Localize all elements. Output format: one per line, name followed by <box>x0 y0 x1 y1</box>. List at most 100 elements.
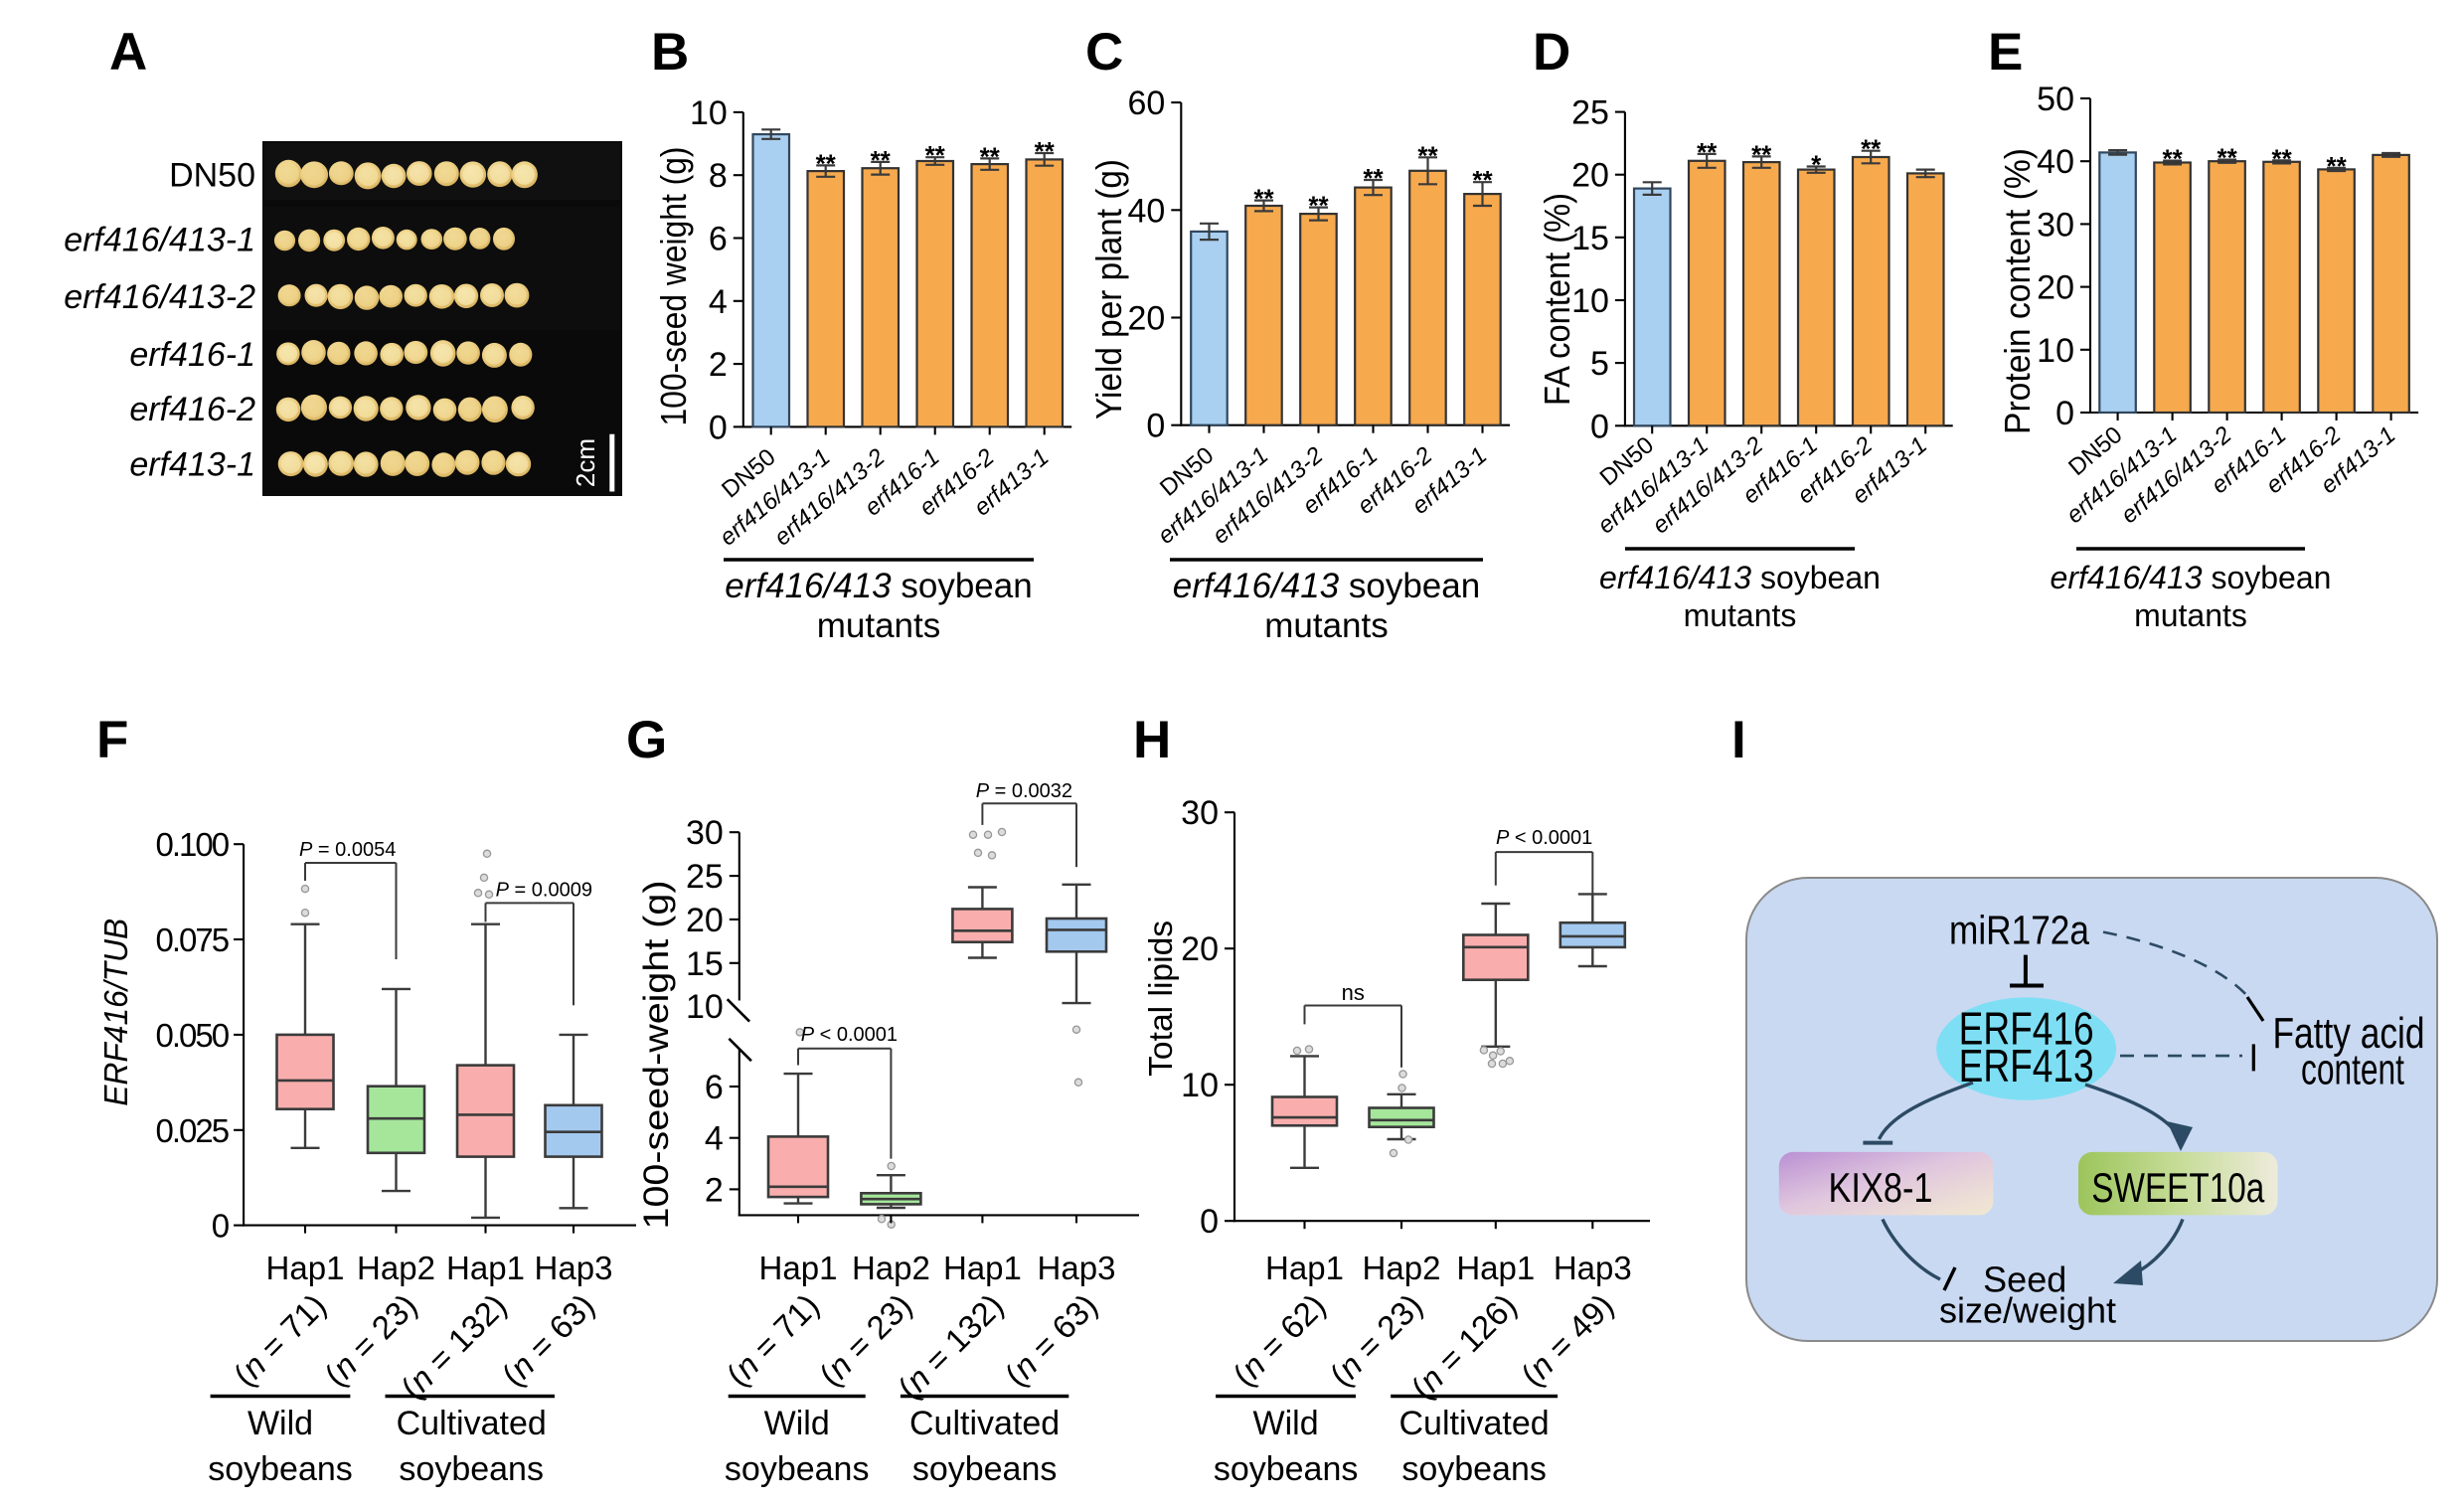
svg-text:**: ** <box>2326 151 2347 181</box>
svg-text:mutants: mutants <box>1684 597 1797 633</box>
svg-text:**: ** <box>1035 136 1056 166</box>
svg-text:0: 0 <box>1590 408 1609 445</box>
svg-text:2: 2 <box>709 346 728 384</box>
svg-text:10: 10 <box>1181 1067 1219 1104</box>
svg-text:Cultivated: Cultivated <box>397 1405 547 1442</box>
svg-text:**: ** <box>1363 163 1384 193</box>
svg-text:Hap3: Hap3 <box>1038 1250 1116 1286</box>
svg-text:erf416-1: erf416-1 <box>129 336 255 374</box>
svg-text:erf416/413 soybean: erf416/413 soybean <box>1173 567 1480 605</box>
svg-text:Wild: Wild <box>764 1405 830 1442</box>
svg-text:0: 0 <box>709 409 728 446</box>
svg-text:0: 0 <box>1146 408 1165 445</box>
svg-text:25: 25 <box>1571 94 1609 132</box>
svg-text:soybeans: soybeans <box>725 1450 870 1488</box>
svg-text:Fatty acid: Fatty acid <box>2273 1009 2425 1058</box>
svg-text:0.100: 0.100 <box>156 826 230 863</box>
svg-text:4: 4 <box>709 283 728 321</box>
svg-text:**: ** <box>2162 144 2183 174</box>
svg-text:H: H <box>1133 711 1171 769</box>
svg-text:*: * <box>1811 150 1822 180</box>
svg-text:20: 20 <box>2037 269 2074 307</box>
svg-text:**: ** <box>816 148 837 178</box>
svg-text:2cm: 2cm <box>571 438 600 487</box>
svg-text:Hap3: Hap3 <box>1554 1250 1632 1286</box>
svg-text:ns: ns <box>1342 980 1365 1005</box>
svg-text:**: ** <box>925 140 946 170</box>
svg-text:content: content <box>2301 1046 2404 1094</box>
svg-text:E: E <box>1988 23 2023 82</box>
svg-text:Hap1: Hap1 <box>759 1250 838 1286</box>
svg-text:0.075: 0.075 <box>156 922 229 958</box>
svg-text:Wild: Wild <box>247 1405 313 1442</box>
svg-text:20: 20 <box>1181 930 1219 968</box>
svg-text:erf416/413 soybean: erf416/413 soybean <box>725 567 1032 605</box>
svg-text:Hap3: Hap3 <box>535 1250 613 1286</box>
svg-text:15: 15 <box>1571 220 1609 257</box>
svg-text:10: 10 <box>1571 282 1609 320</box>
svg-text:30: 30 <box>1181 794 1219 832</box>
svg-text:**: ** <box>1472 165 1493 195</box>
svg-text:Hap1: Hap1 <box>1456 1250 1535 1286</box>
svg-text:erf416-2: erf416-2 <box>129 391 255 428</box>
svg-text:Hap1: Hap1 <box>1265 1250 1344 1286</box>
svg-text:10: 10 <box>686 988 724 1026</box>
svg-text:size/weight: size/weight <box>1939 1290 2116 1331</box>
svg-text:**: ** <box>980 141 1001 171</box>
svg-text:erf416/413 soybean: erf416/413 soybean <box>2051 560 2332 595</box>
svg-text:P = 0.0009: P = 0.0009 <box>496 880 592 902</box>
svg-text:10: 10 <box>2037 332 2074 370</box>
svg-text:A: A <box>109 23 147 82</box>
svg-text:0: 0 <box>212 1208 230 1245</box>
svg-text:Yield per plant (g): Yield per plant (g) <box>1088 159 1129 419</box>
svg-text:**: ** <box>1253 184 1274 214</box>
svg-text:40: 40 <box>1127 192 1165 230</box>
svg-text:**: ** <box>1417 140 1438 170</box>
svg-text:2: 2 <box>705 1171 724 1209</box>
svg-text:0: 0 <box>1200 1203 1219 1241</box>
svg-text:4: 4 <box>705 1120 724 1158</box>
svg-text:SWEET10a: SWEET10a <box>2091 1164 2265 1211</box>
svg-text:ERF413: ERF413 <box>1959 1040 2094 1091</box>
svg-text:60: 60 <box>1127 84 1165 122</box>
svg-text:**: ** <box>1751 139 1772 169</box>
svg-text:100-seed-weight (g): 100-seed-weight (g) <box>636 881 676 1230</box>
svg-text:30: 30 <box>686 814 724 852</box>
svg-text:KIX8-1: KIX8-1 <box>1829 1164 1933 1211</box>
svg-text:**: ** <box>2271 143 2292 173</box>
svg-text:0.050: 0.050 <box>156 1017 230 1054</box>
svg-text:soybeans: soybeans <box>912 1450 1058 1488</box>
svg-text:B: B <box>651 23 689 82</box>
svg-text:100-seed weight (g): 100-seed weight (g) <box>653 147 694 426</box>
svg-text:soybeans: soybeans <box>1214 1450 1359 1488</box>
svg-text:miR172a: miR172a <box>1949 908 2089 953</box>
svg-text:15: 15 <box>686 945 724 983</box>
svg-text:Cultivated: Cultivated <box>909 1405 1060 1442</box>
svg-text:30: 30 <box>2037 206 2074 244</box>
svg-text:soybeans: soybeans <box>208 1450 353 1488</box>
svg-text:erf416/413 soybean: erf416/413 soybean <box>1599 560 1881 595</box>
svg-text:**: ** <box>1697 137 1718 167</box>
svg-text:5: 5 <box>1590 345 1609 383</box>
svg-text:erf416/413-1: erf416/413-1 <box>64 222 255 259</box>
svg-text:ERF416/TUB: ERF416/TUB <box>97 919 134 1106</box>
svg-text:FA content (%): FA content (%) <box>1537 193 1577 406</box>
svg-text:20: 20 <box>1571 157 1609 195</box>
svg-text:6: 6 <box>705 1069 724 1106</box>
svg-text:erf416/413-2: erf416/413-2 <box>64 278 255 316</box>
svg-text:P = 0.0054: P = 0.0054 <box>299 839 396 861</box>
svg-text:Seed: Seed <box>1983 1259 2066 1300</box>
svg-text:**: ** <box>2217 143 2237 173</box>
svg-text:mutants: mutants <box>817 606 941 645</box>
svg-text:**: ** <box>1308 191 1329 221</box>
svg-text:ERF416: ERF416 <box>1959 1003 2094 1055</box>
svg-text:I: I <box>1731 711 1746 769</box>
svg-text:P < 0.0001: P < 0.0001 <box>801 1024 898 1046</box>
svg-text:Hap2: Hap2 <box>1363 1250 1441 1286</box>
svg-text:Protein content (%): Protein content (%) <box>1997 148 2038 434</box>
svg-text:G: G <box>626 711 667 769</box>
svg-text:Hap1: Hap1 <box>266 1250 345 1286</box>
svg-text:8: 8 <box>709 157 728 195</box>
svg-text:mutants: mutants <box>1264 606 1389 645</box>
svg-text:**: ** <box>871 145 892 175</box>
